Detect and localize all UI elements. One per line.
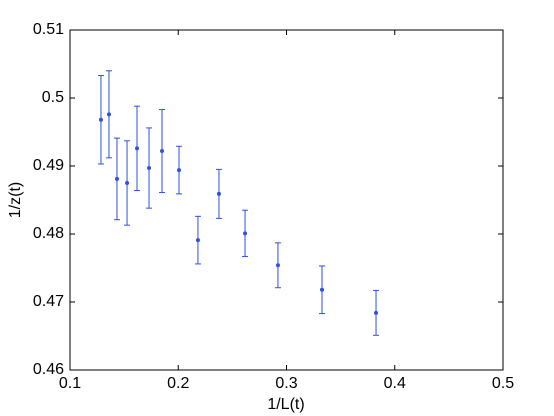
y-tick-label: 0.46 (33, 361, 64, 378)
point (177, 168, 182, 173)
y-tick-label: 0.51 (33, 21, 64, 38)
plot-frame (69, 29, 504, 371)
point (106, 112, 111, 117)
point (160, 149, 165, 154)
point (216, 191, 221, 196)
point (135, 146, 140, 151)
y-tick-label: 0.47 (33, 293, 64, 310)
x-tick-label: 0.5 (492, 375, 514, 392)
point (374, 310, 379, 315)
x-tick-label: 0.3 (275, 375, 297, 392)
point (320, 287, 325, 292)
x-tick-label: 0.4 (384, 375, 406, 392)
y-tick-label: 0.49 (33, 157, 64, 174)
point (275, 263, 280, 268)
x-tick-label: 0.1 (59, 375, 81, 392)
point (195, 238, 200, 243)
y-tick-label: 0.5 (42, 89, 64, 106)
x-tick-label: 0.2 (167, 375, 189, 392)
point (243, 231, 248, 236)
point (147, 166, 152, 171)
x-axis-label: 1/L(t) (267, 396, 304, 413)
point (125, 181, 130, 185)
y-axis-label: 1/z(t) (7, 182, 24, 218)
y-tick-label: 0.48 (33, 225, 64, 242)
point (98, 117, 103, 122)
point (114, 176, 119, 181)
